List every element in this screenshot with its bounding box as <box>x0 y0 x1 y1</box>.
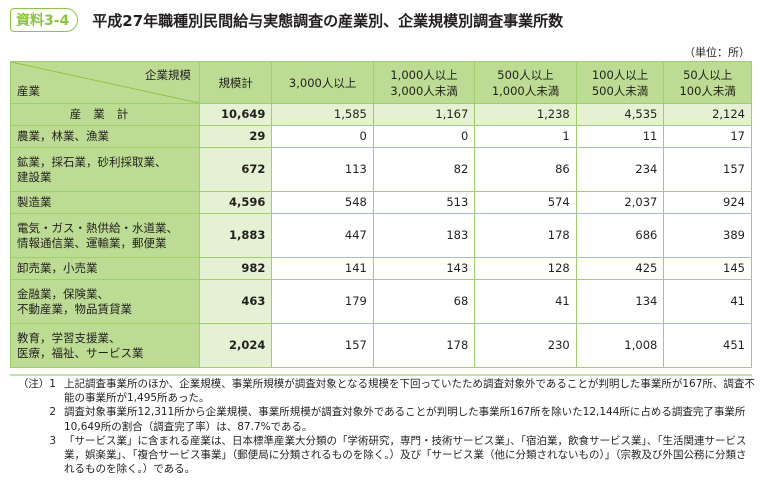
value-cell: 183 <box>372 213 476 258</box>
value-cell: 134 <box>575 279 665 324</box>
industry-label: 産業計 <box>10 103 200 126</box>
value-cell: 113 <box>271 147 374 192</box>
industry-label: 教育，学習支援業、 医療，福祉、サービス業 <box>10 323 200 368</box>
divider <box>10 374 752 376</box>
note-text: 上記調査事業所のほか、企業規模、事業所規模が調査対象となる規模を下回っていたため… <box>64 378 755 405</box>
column-header: 1,000人以上 3,000人未満 <box>372 61 476 104</box>
value-cell: 2,037 <box>575 191 665 214</box>
value-cell: 924 <box>663 191 752 214</box>
table-row: 金融業，保険業、 不動産業，物品賃貸業 463 179 68 41 134 41 <box>10 279 752 324</box>
total-cell: 982 <box>198 257 273 280</box>
title-bar: 資料3-4 平成27年職種別民間給与実態調査の産業別、企業規模別調査事業所数 <box>10 8 563 32</box>
note-item: （注）1 上記調査事業所のほか、企業規模、事業所規模が調査対象となる規模を下回って… <box>10 377 755 405</box>
column-header: 3,000人以上 <box>271 61 374 104</box>
total-cell: 1,883 <box>198 213 273 258</box>
total-cell: 4,596 <box>198 191 273 214</box>
table-row: 産業計 10,649 1,585 1,167 1,238 4,535 2,124 <box>10 103 752 126</box>
value-cell: 1,585 <box>271 103 374 126</box>
total-cell: 672 <box>198 147 273 192</box>
value-cell: 574 <box>474 191 577 214</box>
note-text: 「サービス業」に含まれる産業は、日本標準産業大分類の「学術研究，専門・技術サービ… <box>64 434 747 476</box>
value-cell: 4,535 <box>575 103 665 126</box>
table-row: 鉱業，採石業，砂利採取業、 建設業 672 113 82 86 234 157 <box>10 147 752 192</box>
diagonal-line <box>11 62 199 103</box>
note-item: 2 調査対象事業所12,311所から企業規模、事業所規模が調査対象外であることが判… <box>10 405 755 433</box>
value-cell: 141 <box>271 257 374 280</box>
value-cell: 68 <box>372 279 476 324</box>
value-cell: 86 <box>474 147 577 192</box>
value-cell: 2,124 <box>663 103 752 126</box>
value-cell: 513 <box>372 191 476 214</box>
value-cell: 82 <box>372 147 476 192</box>
value-cell: 41 <box>474 279 577 324</box>
value-cell: 157 <box>271 323 374 368</box>
value-cell: 143 <box>372 257 476 280</box>
note-item: 3 「サービス業」に含まれる産業は、日本標準産業大分類の「学術研究，専門・技術サー… <box>10 434 755 477</box>
industry-label: 卸売業，小売業 <box>10 257 200 280</box>
value-cell: 234 <box>575 147 665 192</box>
note-text: 調査対象事業所12,311所から企業規模、事業所規模が調査対象外であることが判明… <box>64 406 746 433</box>
column-header: 500人以上 1,000人未満 <box>474 61 577 104</box>
total-cell: 2,024 <box>198 323 273 368</box>
value-cell: 1,238 <box>474 103 577 126</box>
corner-bottom-label: 産業 <box>17 84 40 98</box>
page-title: 平成27年職種別民間給与実態調査の産業別、企業規模別調査事業所数 <box>92 11 564 30</box>
value-cell: 389 <box>663 213 752 258</box>
industry-label: 農業，林業、漁業 <box>10 125 200 148</box>
corner-top-label: 企業規模 <box>145 68 191 82</box>
value-cell: 1 <box>474 125 577 148</box>
note-number: 2 <box>49 406 56 419</box>
table-row: 電気・ガス・熱供給・水道業、 情報通信業、運輸業，郵便業 1,883 447 183 17… <box>10 213 752 258</box>
industry-label: 金融業，保険業、 不動産業，物品賃貸業 <box>10 279 200 324</box>
unit-label: （単位：所） <box>684 46 750 59</box>
value-cell: 548 <box>271 191 374 214</box>
value-cell: 0 <box>271 125 374 148</box>
value-cell: 451 <box>663 323 752 368</box>
data-table: 企業規模 産業 規模計 3,000人以上 1,000人以上 3,000人未満 500人以… <box>10 61 752 368</box>
column-header: 規模計 <box>198 61 273 104</box>
notes: （注）1 上記調査事業所のほか、企業規模、事業所規模が調査対象となる規模を下回って… <box>10 377 755 476</box>
value-cell: 157 <box>663 147 752 192</box>
value-cell: 0 <box>372 125 476 148</box>
industry-label: 鉱業，採石業，砂利採取業、 建設業 <box>10 147 200 192</box>
note-number: （注）1 <box>17 378 56 390</box>
value-cell: 128 <box>474 257 577 280</box>
value-cell: 11 <box>575 125 665 148</box>
industry-label: 製造業 <box>10 191 200 214</box>
value-cell: 686 <box>575 213 665 258</box>
value-cell: 447 <box>271 213 374 258</box>
value-cell: 41 <box>663 279 752 324</box>
value-cell: 179 <box>271 279 374 324</box>
value-cell: 145 <box>663 257 752 280</box>
value-cell: 178 <box>474 213 577 258</box>
table-row: 農業，林業、漁業 29 0 0 1 11 17 <box>10 125 752 148</box>
column-header: 100人以上 500人未満 <box>575 61 665 104</box>
note-number: 3 <box>49 434 56 447</box>
value-cell: 1,167 <box>372 103 476 126</box>
table-row: 製造業 4,596 548 513 574 2,037 924 <box>10 191 752 214</box>
table-row: 卸売業，小売業 982 141 143 128 425 145 <box>10 257 752 280</box>
value-cell: 230 <box>474 323 577 368</box>
table-row: 教育，学習支援業、 医療，福祉、サービス業 2,024 157 178 230 1,008 4… <box>10 323 752 368</box>
value-cell: 1,008 <box>575 323 665 368</box>
industry-label: 電気・ガス・熱供給・水道業、 情報通信業、運輸業，郵便業 <box>10 213 200 258</box>
document-badge: 資料3-4 <box>10 8 79 32</box>
value-cell: 178 <box>372 323 476 368</box>
total-cell: 29 <box>198 125 273 148</box>
column-header: 50人以上 100人未満 <box>663 61 752 104</box>
value-cell: 17 <box>663 125 752 148</box>
total-cell: 10,649 <box>198 103 273 126</box>
total-cell: 463 <box>198 279 273 324</box>
value-cell: 425 <box>575 257 665 280</box>
corner-header: 企業規模 産業 <box>10 61 200 104</box>
